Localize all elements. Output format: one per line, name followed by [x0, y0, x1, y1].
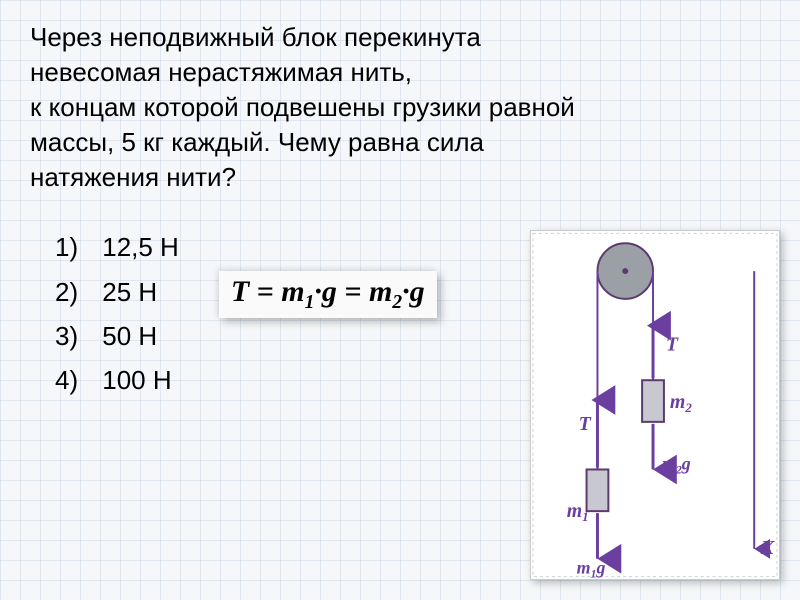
problem-l5: натяжения нити? — [30, 162, 236, 192]
answer-2-val: 25 Н — [102, 277, 157, 307]
mass-left — [587, 469, 609, 511]
problem-l3: к концам которой подвешены грузики равно… — [30, 92, 575, 122]
formula-g1: g — [322, 275, 337, 308]
answer-list: 1) 12,5 Н 2) 25 Н 3) 50 Н 4) 100 Н — [30, 225, 179, 402]
answer-2-num: 2) — [55, 270, 95, 314]
formula-s1: 1 — [305, 292, 315, 313]
answer-3-val: 50 Н — [102, 321, 157, 351]
mass-left-label: m1 — [567, 500, 589, 524]
problem-l1: Через неподвижный блок перекинута — [30, 22, 481, 52]
formula-dot2: · — [402, 275, 410, 308]
formula-box: T = m1·g = m2·g — [219, 271, 437, 318]
answer-1: 1) 12,5 Н — [55, 225, 179, 269]
answer-3: 3) 50 Н — [55, 314, 179, 358]
formula-m1: m — [281, 275, 304, 308]
formula-eq1: = — [249, 275, 281, 308]
answer-1-num: 1) — [55, 225, 95, 269]
answer-1-val: 12,5 Н — [102, 232, 179, 262]
weight-left-label: m1g — [577, 558, 606, 580]
formula-g2: g — [410, 275, 425, 308]
answer-4-num: 4) — [55, 358, 95, 402]
formula-dot1: · — [314, 275, 322, 308]
answer-2: 2) 25 Н — [55, 270, 179, 314]
problem-l2: невесомая нерастяжимая нить, — [30, 57, 412, 87]
problem-l4: массы, 5 кг каждый. Чему равна сила — [30, 127, 484, 157]
answer-3-num: 3) — [55, 314, 95, 358]
formula-T: T — [231, 275, 249, 308]
problem-statement: Через неподвижный блок перекинута невесо… — [30, 20, 770, 195]
answer-4: 4) 100 Н — [55, 358, 179, 402]
formula-s2: 2 — [392, 292, 402, 313]
lower-row: 1) 12,5 Н 2) 25 Н 3) 50 Н 4) 100 Н T = m… — [30, 225, 770, 402]
formula-m2: m — [369, 275, 392, 308]
formula-eq2: = — [337, 275, 369, 308]
content-area: Через неподвижный блок перекинута невесо… — [0, 0, 800, 422]
answer-4-val: 100 Н — [102, 365, 171, 395]
weight-right-label: m2g — [662, 453, 691, 476]
x-axis-label: X — [760, 537, 775, 559]
